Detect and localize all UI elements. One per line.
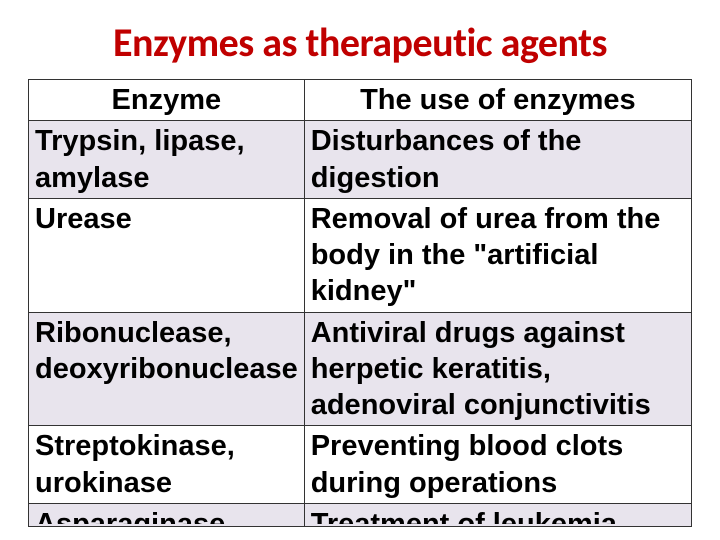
table-row: Streptokinase, urokinase Preventing bloo… xyxy=(29,426,692,504)
cell-enzyme: Ribonuclease, deoxyribonuclease xyxy=(29,312,305,426)
table-row-partial: Asparaginase Treatment of leukemia xyxy=(29,503,692,526)
cell-use: Treatment of leukemia xyxy=(304,503,691,526)
col-header-enzyme: Enzyme xyxy=(29,80,305,121)
table-row: Urease Removal of urea from the body in … xyxy=(29,198,692,312)
cell-enzyme: Trypsin, lipase, amylase xyxy=(29,121,305,199)
cell-use: Preventing blood clots during operations xyxy=(304,426,691,504)
cell-enzyme: Asparaginase xyxy=(29,503,305,526)
table-row: Ribonuclease, deoxyribonuclease Antivira… xyxy=(29,312,692,426)
cell-use: Disturbances of the digestion xyxy=(304,121,691,199)
cell-enzyme: Streptokinase, urokinase xyxy=(29,426,305,504)
table-header-row: Enzyme The use of enzymes xyxy=(29,80,692,121)
table-row: Trypsin, lipase, amylase Disturbances of… xyxy=(29,121,692,199)
cell-enzyme: Urease xyxy=(29,198,305,312)
cell-use: Removal of urea from the body in the "ar… xyxy=(304,198,691,312)
cell-use: Antiviral drugs against herpetic keratit… xyxy=(304,312,691,426)
slide-title: Enzymes as therapeutic agents xyxy=(28,18,692,67)
col-header-use: The use of enzymes xyxy=(304,80,691,121)
slide: Enzymes as therapeutic agents Enzyme The… xyxy=(0,0,720,540)
enzyme-table: Enzyme The use of enzymes Trypsin, lipas… xyxy=(28,79,692,527)
